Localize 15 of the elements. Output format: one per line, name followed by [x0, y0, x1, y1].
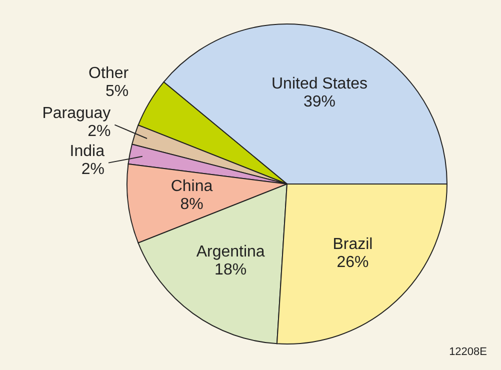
slice-label: United States	[271, 76, 368, 93]
data-label: 26%	[336, 254, 369, 272]
slice-label: China	[170, 178, 213, 196]
data-label: 8%	[180, 196, 204, 214]
data-label: 5%	[105, 83, 129, 100]
slice-label: India	[70, 143, 105, 160]
data-label: 2%	[88, 123, 111, 140]
data-label: 2%	[81, 161, 105, 178]
slice-label: Other	[88, 65, 130, 82]
text: 12208E	[449, 346, 487, 358]
slice-label: Brazil	[332, 236, 373, 254]
slice-label: Argentina	[196, 244, 265, 261]
data-label: 18%	[214, 262, 247, 279]
data-label: 39%	[304, 94, 336, 111]
slice-label: Paraguay	[42, 105, 111, 122]
